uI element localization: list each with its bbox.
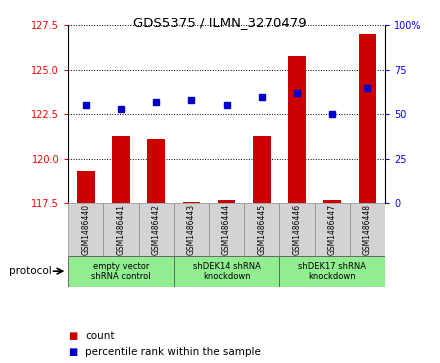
Text: shDEK14 shRNA
knockdown: shDEK14 shRNA knockdown	[193, 262, 260, 281]
Bar	[288, 56, 306, 203]
Bar	[323, 200, 341, 203]
Bar	[209, 203, 244, 256]
Text: GSM1486443: GSM1486443	[187, 204, 196, 255]
Text: GSM1486440: GSM1486440	[81, 204, 90, 255]
Bar	[139, 203, 174, 256]
Bar	[103, 203, 139, 256]
Bar	[279, 256, 385, 287]
Text: ■: ■	[68, 347, 77, 357]
Bar	[350, 203, 385, 256]
Bar	[112, 136, 130, 203]
Bar	[218, 200, 235, 203]
Text: count: count	[85, 331, 114, 341]
Bar	[147, 139, 165, 203]
Bar	[315, 203, 350, 256]
Bar	[183, 201, 200, 203]
Text: ■: ■	[68, 331, 77, 341]
Text: GSM1486442: GSM1486442	[152, 204, 161, 255]
Text: protocol: protocol	[9, 266, 51, 276]
Text: GSM1486447: GSM1486447	[328, 204, 337, 255]
Text: GSM1486445: GSM1486445	[257, 204, 266, 255]
Bar	[68, 203, 103, 256]
Bar	[253, 136, 271, 203]
Text: GSM1486444: GSM1486444	[222, 204, 231, 255]
Bar	[244, 203, 279, 256]
Bar	[68, 256, 174, 287]
Bar	[77, 171, 95, 203]
Text: GDS5375 / ILMN_3270479: GDS5375 / ILMN_3270479	[133, 16, 307, 29]
Bar	[174, 203, 209, 256]
Text: shDEK17 shRNA
knockdown: shDEK17 shRNA knockdown	[298, 262, 366, 281]
Text: GSM1486441: GSM1486441	[117, 204, 125, 255]
Text: percentile rank within the sample: percentile rank within the sample	[85, 347, 261, 357]
Bar	[174, 256, 279, 287]
Bar	[279, 203, 315, 256]
Bar	[359, 34, 376, 203]
Text: GSM1486446: GSM1486446	[293, 204, 301, 255]
Text: empty vector
shRNA control: empty vector shRNA control	[91, 262, 151, 281]
Text: GSM1486448: GSM1486448	[363, 204, 372, 255]
